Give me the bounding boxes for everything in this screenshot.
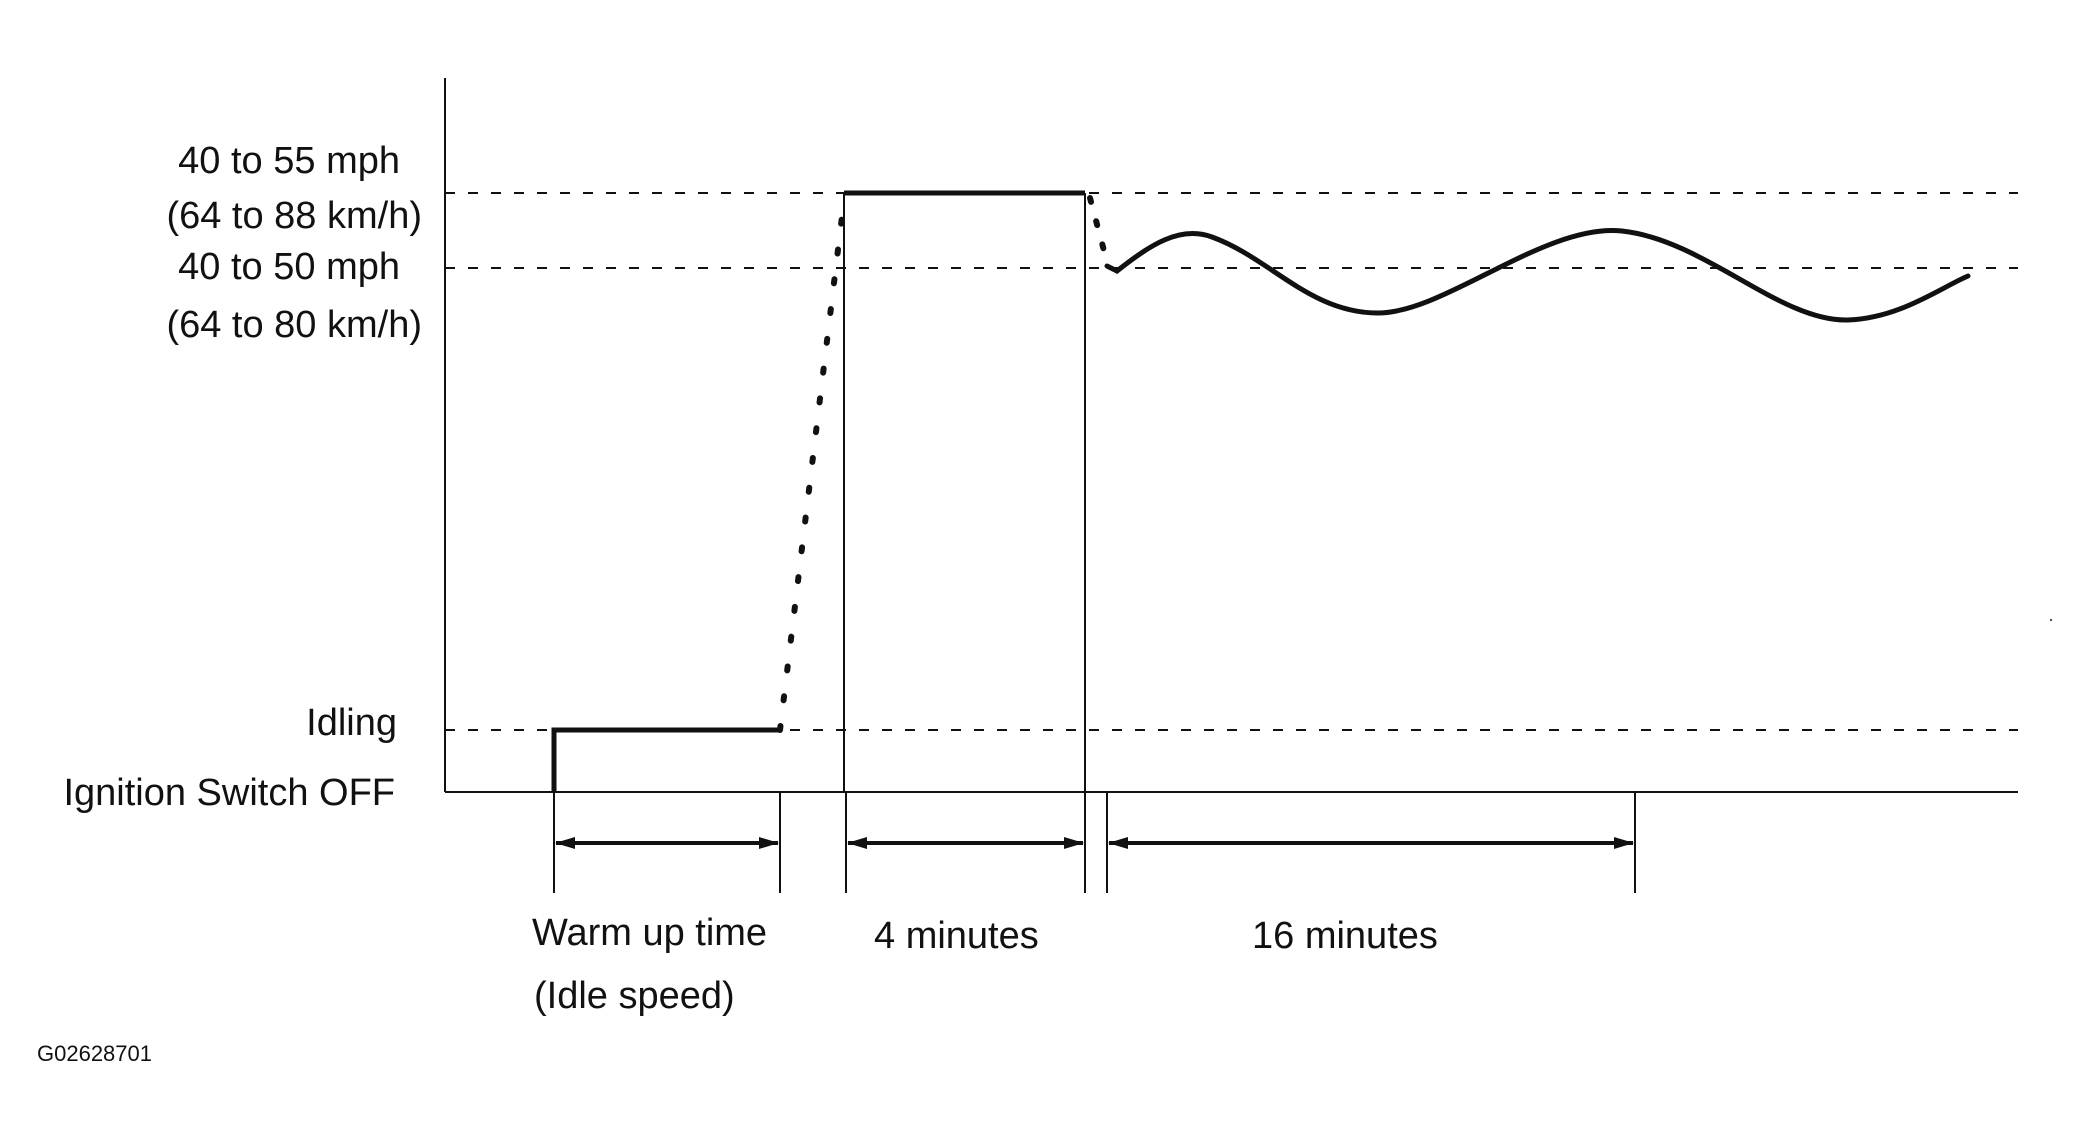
figure-id: G02628701 xyxy=(37,1041,152,1066)
deceleration-dotted-line xyxy=(1087,195,1110,265)
label-ignition-off: Ignition Switch OFF xyxy=(63,772,395,814)
label-4-minutes: 4 minutes xyxy=(874,915,1039,957)
scan-speck xyxy=(2049,618,2053,622)
label-high-kmh: (64 to 88 km/h) xyxy=(166,195,422,237)
idle-speed-line xyxy=(551,727,780,792)
acceleration-dotted-line xyxy=(777,197,847,733)
varying-speed-wave xyxy=(1104,228,1971,323)
label-16-minutes: 16 minutes xyxy=(1252,915,1438,957)
label-high-mph: 40 to 55 mph xyxy=(178,140,400,182)
label-mid-mph: 40 to 50 mph xyxy=(178,246,400,288)
label-idle-speed: (Idle speed) xyxy=(534,975,735,1017)
label-idling: Idling xyxy=(306,702,397,744)
label-warmup-time: Warm up time xyxy=(532,912,768,954)
label-mid-kmh: (64 to 80 km/h) xyxy=(166,304,422,346)
